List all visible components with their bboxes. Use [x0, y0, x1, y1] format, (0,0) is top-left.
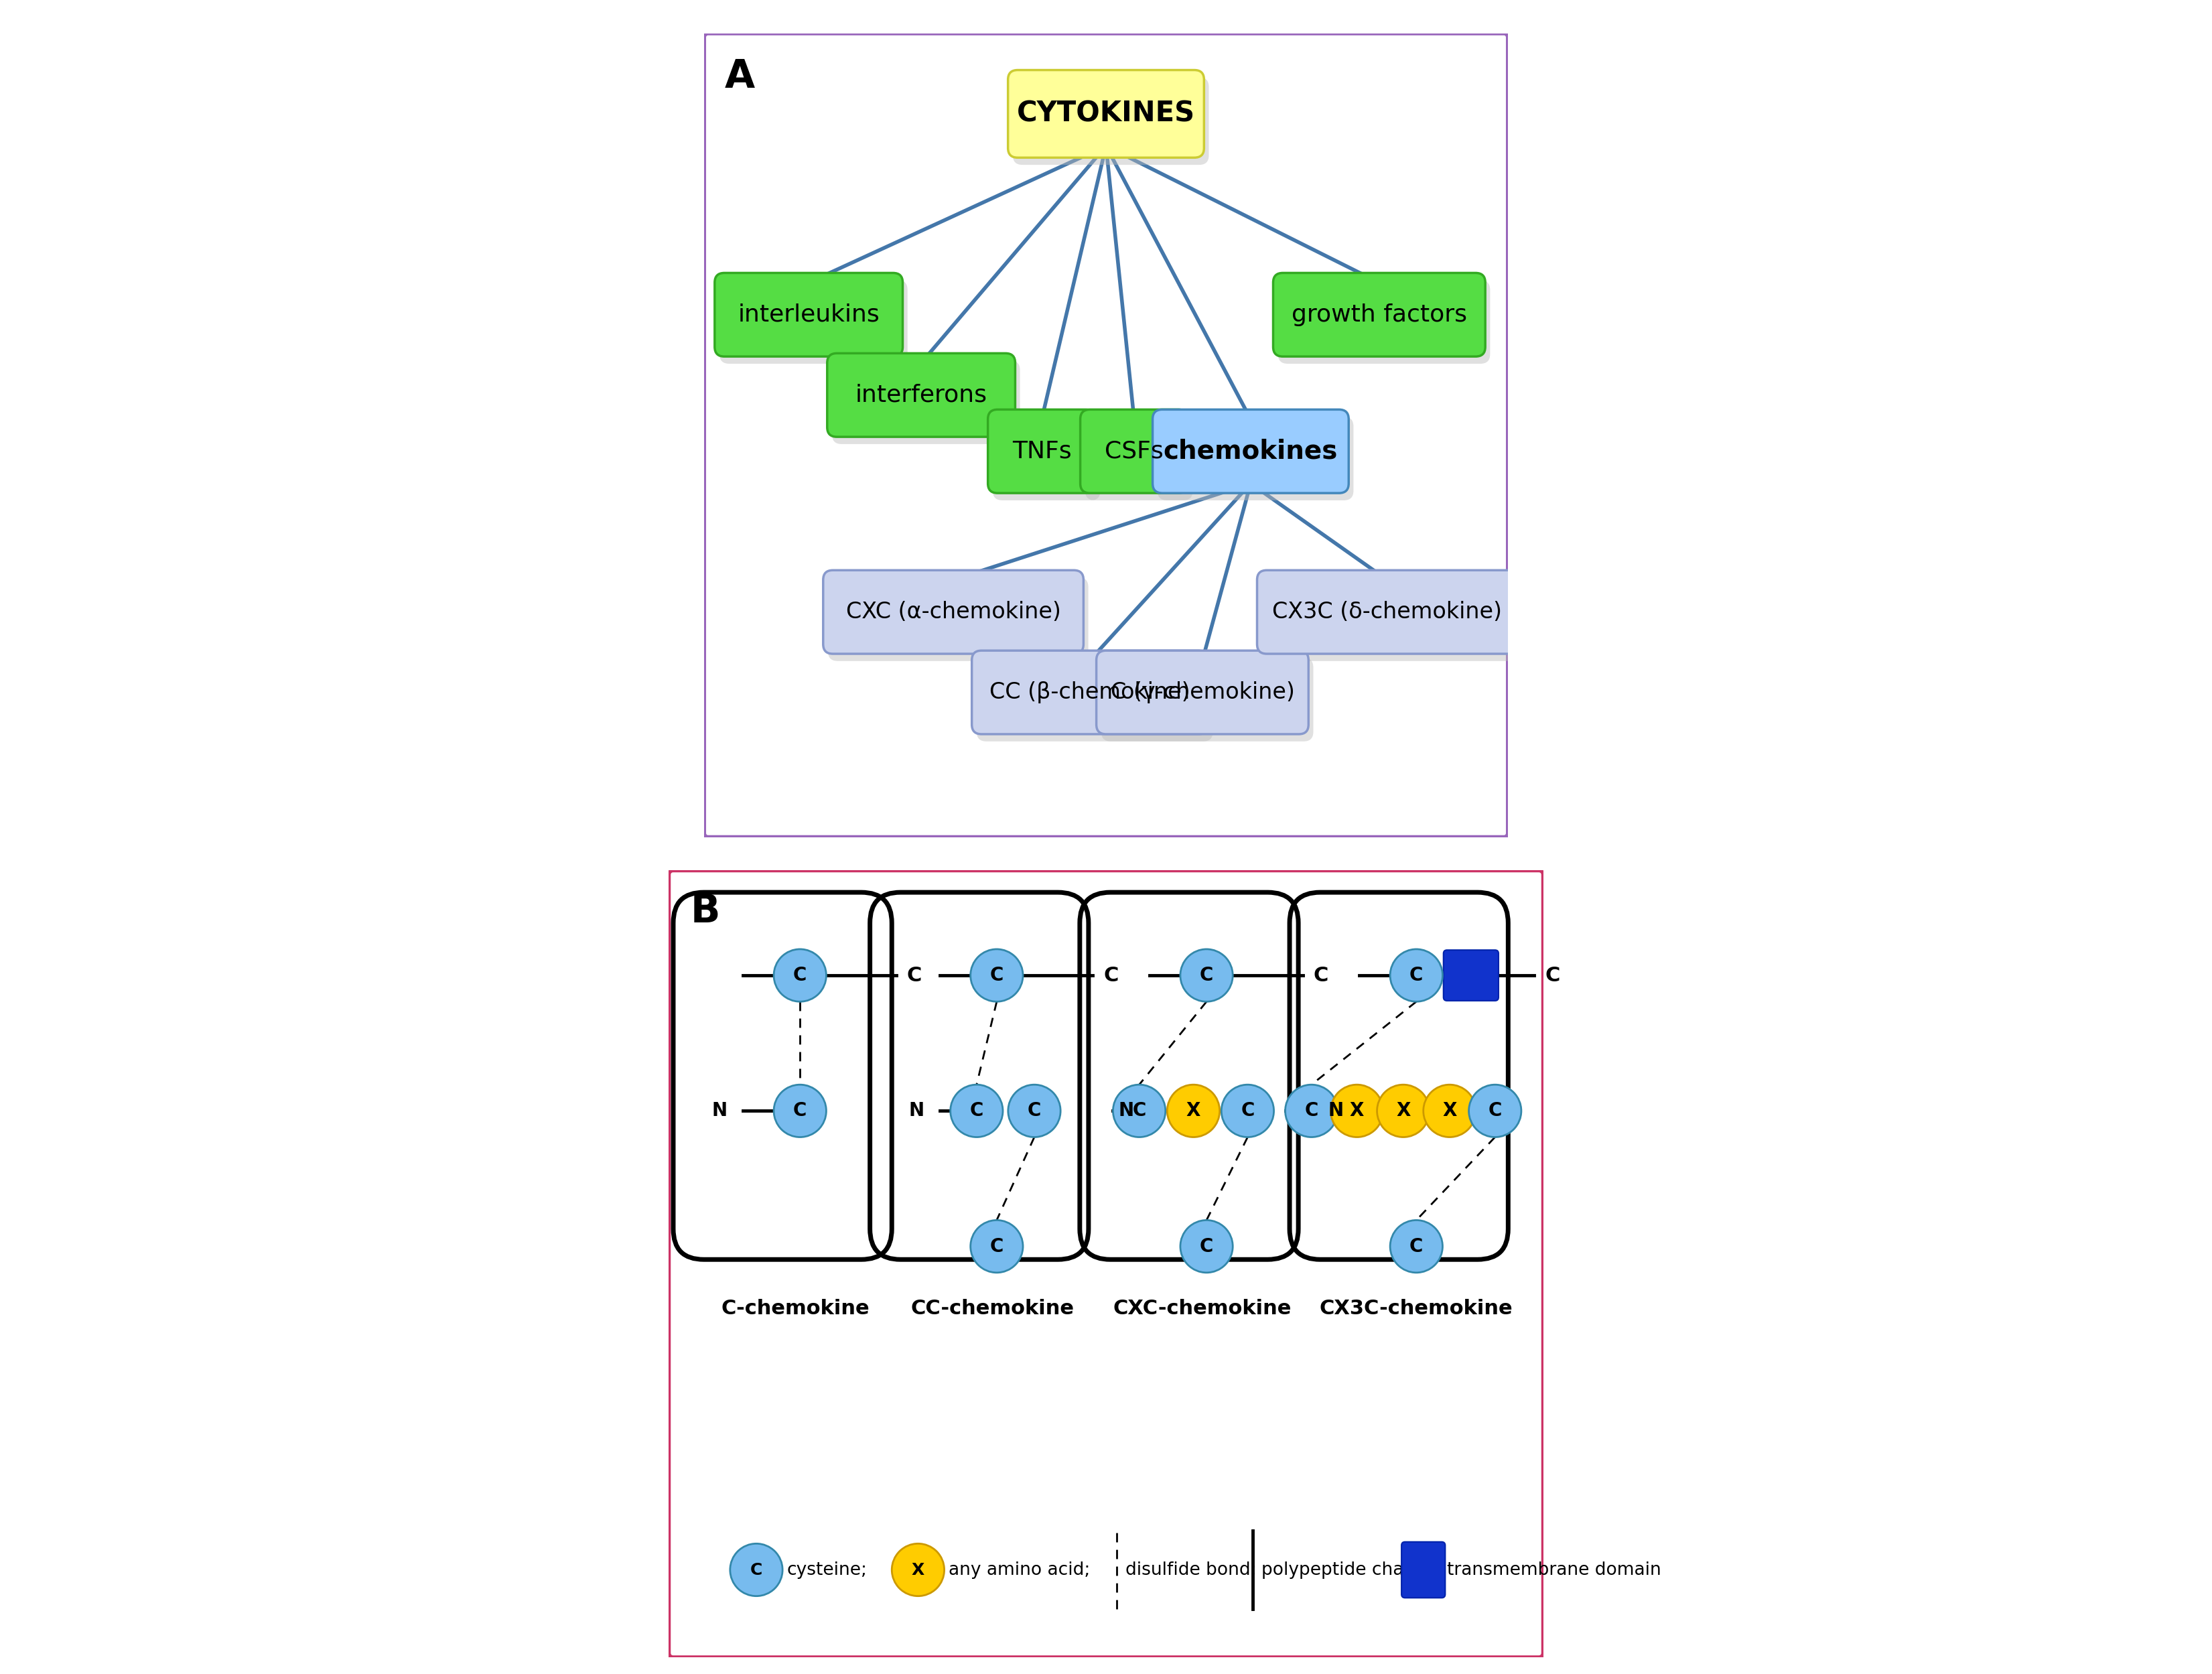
FancyBboxPatch shape [668, 870, 1544, 1657]
Text: polypeptide chain;: polypeptide chain; [1261, 1562, 1427, 1579]
Text: C: C [1409, 966, 1422, 984]
Text: C: C [1029, 1101, 1042, 1120]
FancyBboxPatch shape [832, 360, 1020, 444]
Text: CC-chemokine: CC-chemokine [911, 1299, 1075, 1317]
FancyBboxPatch shape [1097, 651, 1310, 735]
Text: CYTOKINES: CYTOKINES [1018, 100, 1194, 127]
Text: C: C [1199, 966, 1214, 984]
FancyBboxPatch shape [1444, 951, 1498, 1001]
Circle shape [1181, 1220, 1232, 1272]
FancyBboxPatch shape [1152, 410, 1349, 494]
Text: N: N [1119, 1101, 1135, 1120]
Text: X: X [1349, 1101, 1365, 1120]
Text: B: B [690, 892, 721, 931]
Text: chemokines: chemokines [1164, 439, 1338, 464]
Circle shape [1285, 1085, 1338, 1137]
Text: C: C [1104, 966, 1119, 984]
Circle shape [1469, 1085, 1522, 1137]
Text: C: C [1409, 1237, 1422, 1256]
FancyBboxPatch shape [971, 651, 1208, 735]
Circle shape [1378, 1085, 1429, 1137]
Text: CXC (α-chemokine): CXC (α-chemokine) [845, 601, 1062, 623]
Text: TNFs: TNFs [1013, 440, 1071, 462]
Circle shape [971, 1220, 1022, 1272]
Circle shape [1422, 1085, 1475, 1137]
Text: interferons: interferons [856, 383, 987, 407]
Circle shape [1332, 1085, 1382, 1137]
FancyBboxPatch shape [1009, 70, 1203, 157]
Circle shape [1389, 1220, 1442, 1272]
Text: C: C [750, 1562, 763, 1579]
Text: X: X [1442, 1101, 1458, 1120]
FancyBboxPatch shape [1279, 280, 1491, 363]
Text: C: C [991, 966, 1004, 984]
FancyBboxPatch shape [703, 33, 1509, 837]
Text: C: C [969, 1101, 984, 1120]
FancyBboxPatch shape [823, 571, 1084, 655]
Text: CC (β-chemokine): CC (β-chemokine) [989, 681, 1190, 703]
Text: C: C [1544, 966, 1559, 984]
Text: C: C [794, 966, 807, 984]
FancyBboxPatch shape [993, 417, 1099, 501]
FancyBboxPatch shape [1079, 410, 1188, 494]
FancyBboxPatch shape [827, 578, 1088, 661]
Text: CX3C (δ-chemokine): CX3C (δ-chemokine) [1272, 601, 1502, 623]
Text: A: A [723, 57, 754, 95]
Text: any amino acid;: any amino acid; [949, 1562, 1091, 1579]
FancyBboxPatch shape [1256, 571, 1517, 655]
Text: CX3C-chemokine: CX3C-chemokine [1321, 1299, 1513, 1317]
Text: C: C [794, 1101, 807, 1120]
FancyBboxPatch shape [719, 280, 907, 363]
Text: C: C [1489, 1101, 1502, 1120]
FancyBboxPatch shape [989, 410, 1095, 494]
FancyBboxPatch shape [978, 658, 1212, 742]
Text: C: C [1199, 1237, 1214, 1256]
Circle shape [1221, 1085, 1274, 1137]
Text: N: N [1327, 1101, 1343, 1120]
Text: C: C [1305, 1101, 1318, 1120]
Text: X: X [911, 1562, 925, 1579]
Text: X: X [1396, 1101, 1411, 1120]
Text: C: C [1133, 1101, 1146, 1120]
Circle shape [1389, 949, 1442, 1001]
Text: transmembrane domain: transmembrane domain [1447, 1562, 1661, 1579]
Circle shape [891, 1543, 945, 1595]
FancyBboxPatch shape [1274, 273, 1484, 357]
Text: cysteine;: cysteine; [787, 1562, 867, 1579]
Text: C: C [1314, 966, 1327, 984]
Text: C: C [1241, 1101, 1254, 1120]
Text: disulfide bond;: disulfide bond; [1126, 1562, 1256, 1579]
Circle shape [951, 1085, 1002, 1137]
FancyBboxPatch shape [714, 273, 902, 357]
Text: N: N [909, 1101, 925, 1120]
Circle shape [774, 949, 827, 1001]
Circle shape [1113, 1085, 1166, 1137]
FancyBboxPatch shape [1402, 1542, 1444, 1597]
Circle shape [774, 1085, 827, 1137]
Circle shape [1168, 1085, 1219, 1137]
Circle shape [1009, 1085, 1060, 1137]
Text: N: N [712, 1101, 728, 1120]
FancyBboxPatch shape [1261, 578, 1522, 661]
FancyBboxPatch shape [1013, 77, 1208, 164]
Text: C: C [991, 1237, 1004, 1256]
Text: X: X [1186, 1101, 1201, 1120]
FancyBboxPatch shape [1102, 658, 1314, 742]
Circle shape [1181, 949, 1232, 1001]
Text: CSFs: CSFs [1104, 440, 1164, 462]
FancyBboxPatch shape [1086, 417, 1192, 501]
Text: C: C [907, 966, 922, 984]
FancyBboxPatch shape [827, 353, 1015, 437]
Text: C (γ-chemokine): C (γ-chemokine) [1110, 681, 1294, 703]
FancyBboxPatch shape [1157, 417, 1354, 501]
Circle shape [971, 949, 1022, 1001]
Circle shape [730, 1543, 783, 1595]
Text: CXC-chemokine: CXC-chemokine [1113, 1299, 1292, 1317]
Text: interleukins: interleukins [739, 303, 880, 326]
Text: growth factors: growth factors [1292, 303, 1467, 326]
Text: C-chemokine: C-chemokine [721, 1299, 869, 1317]
